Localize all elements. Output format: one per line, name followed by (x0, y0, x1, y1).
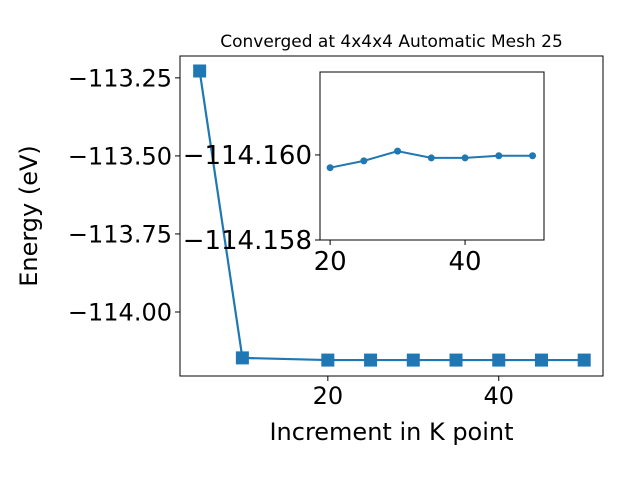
marker (534, 353, 548, 367)
marker (360, 157, 368, 165)
x-tick-label: 40 (483, 382, 514, 410)
x-tick-label: 20 (314, 247, 347, 277)
marker (427, 154, 435, 162)
marker (529, 152, 537, 160)
marker (326, 164, 334, 172)
marker (406, 353, 420, 367)
y-tick-label: −114.160 (183, 141, 312, 171)
y-tick-label: −114.00 (68, 298, 172, 326)
x-tick-label: 40 (449, 247, 482, 277)
chart-title: Converged at 4x4x4 Automatic Mesh 25 (220, 32, 563, 52)
y-tick-label: −113.25 (68, 64, 172, 92)
x-axis-label: Increment in K point (269, 418, 513, 446)
marker (321, 353, 335, 367)
y-tick-label: −113.50 (68, 142, 172, 170)
marker (364, 353, 378, 367)
y-tick-label: −113.75 (68, 220, 172, 248)
marker (449, 353, 463, 367)
marker (492, 353, 506, 367)
marker (235, 351, 249, 365)
y-axis-label: Energy (eV) (15, 145, 43, 287)
marker (394, 147, 402, 155)
marker (577, 353, 591, 367)
y-tick-label: −114.158 (183, 226, 312, 256)
marker (193, 64, 207, 78)
marker (495, 152, 503, 160)
x-tick-label: 20 (313, 382, 344, 410)
marker (461, 154, 469, 162)
